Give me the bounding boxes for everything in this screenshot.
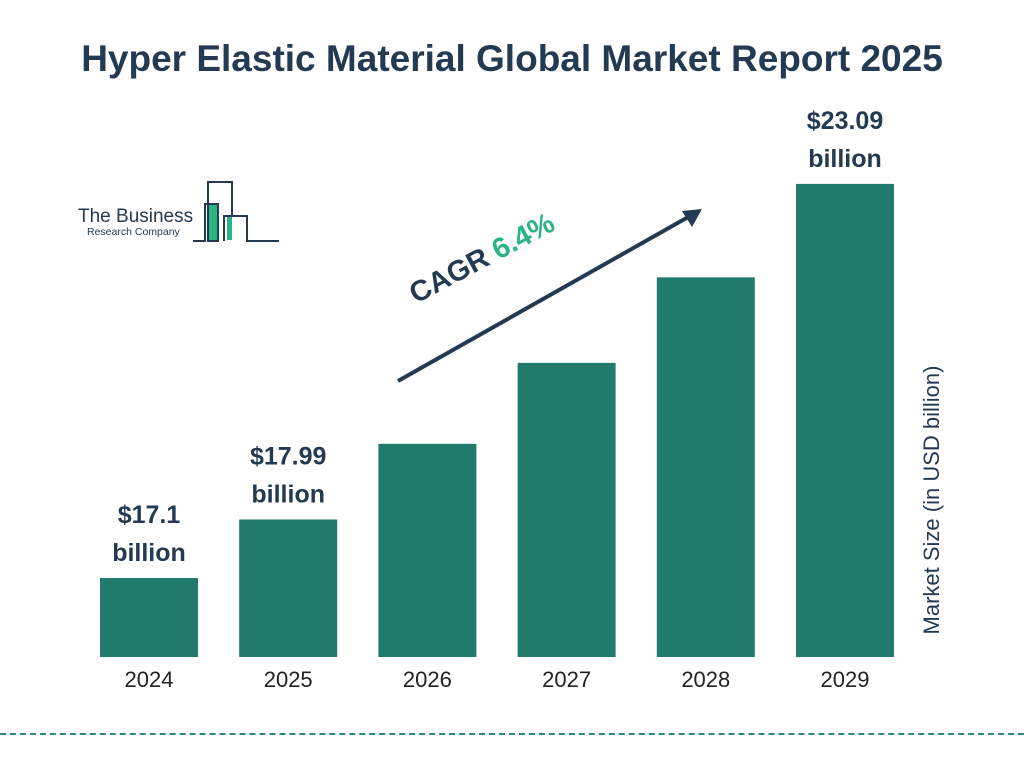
cagr-arrow-head-icon xyxy=(682,209,702,227)
cagr-arrow-line xyxy=(397,214,691,383)
data-label-unit: billion xyxy=(808,145,882,173)
bar-2028 xyxy=(656,277,755,657)
bar-2025 xyxy=(239,519,338,657)
x-tick-label: 2024 xyxy=(125,667,174,692)
logo-line1: The Business xyxy=(78,206,194,227)
data-label: $17.99 xyxy=(250,442,326,470)
bar-2029 xyxy=(796,183,894,657)
chart-title: Hyper Elastic Material Global Market Rep… xyxy=(81,38,943,79)
data-label: $17.1 xyxy=(118,501,181,529)
dashed-divider xyxy=(0,733,1024,735)
data-label-unit: billion xyxy=(251,480,325,508)
x-tick-label: 2025 xyxy=(264,667,313,692)
x-tick-label: 2028 xyxy=(681,667,730,692)
logo-line2: Research Company xyxy=(87,226,180,238)
logo-buildings-icon xyxy=(193,181,279,242)
logo: The Business Research Company xyxy=(78,180,288,245)
x-tick-label: 2026 xyxy=(403,667,452,692)
x-tick-label: 2029 xyxy=(821,667,870,692)
bar-2024 xyxy=(100,578,198,657)
bar-2027 xyxy=(517,362,616,657)
bar-2026 xyxy=(378,443,477,657)
y-axis-label: Market Size (in USD billion) xyxy=(919,365,944,635)
x-tick-label: 2027 xyxy=(542,667,591,692)
data-label-unit: billion xyxy=(112,539,186,567)
data-label: $23.09 xyxy=(807,107,883,135)
